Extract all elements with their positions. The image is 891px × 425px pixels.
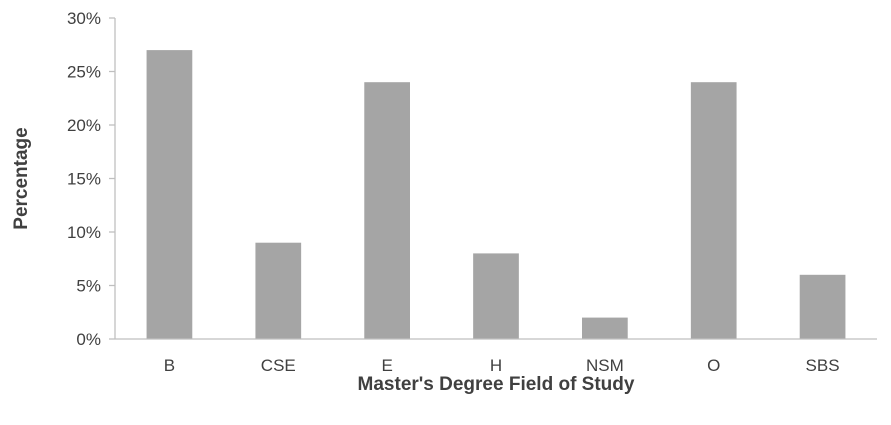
- x-tick-label: CSE: [261, 356, 296, 375]
- x-tick-label: H: [490, 356, 502, 375]
- bar-sbs: [799, 274, 846, 339]
- y-tick-label: 25%: [67, 63, 101, 82]
- y-tick-label: 30%: [67, 9, 101, 28]
- x-tick-label: E: [381, 356, 392, 375]
- y-axis-title: Percentage: [11, 127, 32, 229]
- bar-o: [690, 82, 737, 339]
- y-tick-label: 10%: [67, 223, 101, 242]
- x-tick-label: B: [164, 356, 175, 375]
- y-tick-label: 5%: [76, 277, 101, 296]
- x-tick-label: SBS: [806, 356, 840, 375]
- bar-h: [473, 253, 519, 339]
- y-axis: 0% 5% 10% 15% 20% 25% 30%: [67, 9, 116, 349]
- y-tick-label: 20%: [67, 116, 101, 135]
- bar-e: [364, 82, 411, 339]
- bars: [146, 50, 846, 339]
- bar-nsm: [581, 317, 628, 339]
- y-tick-label: 0%: [76, 330, 101, 349]
- x-axis-title: Master's Degree Field of Study: [358, 374, 635, 395]
- bar-b: [146, 50, 193, 339]
- x-tick-label: NSM: [586, 356, 624, 375]
- bar-cse: [255, 242, 302, 339]
- y-tick-label: 15%: [67, 170, 101, 189]
- x-axis: B CSE E H NSM O SBS: [115, 338, 877, 375]
- x-tick-label: O: [707, 356, 720, 375]
